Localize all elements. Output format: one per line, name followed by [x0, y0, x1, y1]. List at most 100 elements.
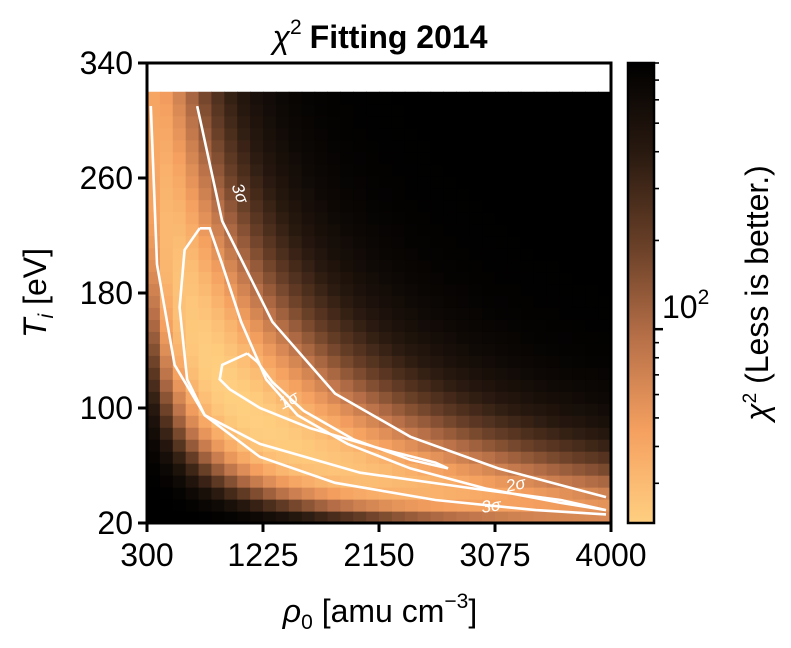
- heatmap-cell: [507, 247, 522, 261]
- heatmap-cell: [172, 175, 187, 189]
- heatmap-cell: [417, 211, 432, 225]
- heatmap-cell: [327, 127, 341, 141]
- heatmap-cell: [147, 415, 161, 428]
- heatmap-cell: [379, 355, 393, 368]
- heatmap-cell: [288, 511, 303, 524]
- heatmap-cell: [172, 199, 187, 213]
- heatmap-cell: [572, 235, 586, 249]
- heatmap-cell: [301, 271, 316, 285]
- heatmap-cell: [456, 259, 470, 273]
- heatmap-cell: [288, 103, 303, 117]
- heatmap-cell: [546, 403, 561, 416]
- heatmap-cell: [159, 259, 174, 273]
- heatmap-cell: [533, 235, 548, 249]
- heatmap-cell: [482, 319, 496, 332]
- heatmap-cell: [224, 331, 238, 344]
- heatmap-cell: [585, 331, 599, 344]
- heatmap-cell: [211, 499, 225, 512]
- heatmap-cell: [353, 91, 367, 105]
- heatmap-cell: [314, 391, 329, 404]
- heatmap-cell: [198, 343, 213, 356]
- heatmap-cell: [546, 367, 561, 380]
- heatmap-cell: [250, 391, 264, 404]
- heatmap-cell: [379, 223, 393, 237]
- heatmap-cell: [391, 163, 406, 177]
- heatmap-cell: [379, 319, 393, 332]
- heatmap-cell: [224, 367, 238, 380]
- heatmap-cell: [559, 211, 573, 225]
- contour-label: 2σ: [503, 473, 528, 496]
- heatmap-cell: [263, 463, 277, 476]
- heatmap-cell: [224, 163, 238, 177]
- heatmap-cell: [211, 451, 225, 464]
- heatmap-cell: [598, 271, 612, 285]
- heatmap-cell: [327, 115, 341, 129]
- heatmap-cell: [507, 223, 522, 237]
- heatmap-cell: [288, 187, 303, 201]
- heatmap-cell: [404, 259, 419, 273]
- heatmap-cell: [572, 415, 586, 428]
- heatmap-cell: [159, 463, 174, 476]
- heatmap-cell: [430, 139, 445, 153]
- heatmap-cell: [198, 163, 213, 177]
- heatmap-cell: [185, 355, 200, 368]
- heatmap-cell: [559, 295, 573, 308]
- heatmap-cell: [288, 175, 303, 189]
- contour-line: [218, 352, 449, 470]
- heatmap-cell: [572, 91, 586, 105]
- heatmap-cell: [366, 295, 380, 308]
- heatmap-cell: [224, 415, 238, 428]
- heatmap-cell: [250, 511, 264, 524]
- heatmap-cell: [237, 415, 251, 428]
- heatmap-cell: [404, 151, 419, 165]
- heatmap-cell: [546, 355, 561, 368]
- heatmap-cell: [159, 211, 174, 225]
- heatmap-cell: [224, 391, 238, 404]
- heatmap-cell: [495, 451, 509, 464]
- heatmap-cell: [159, 415, 174, 428]
- heatmap-cell: [391, 367, 406, 380]
- heatmap-cell: [443, 511, 457, 524]
- heatmap-cell: [198, 91, 213, 105]
- heatmap-cell: [546, 91, 561, 105]
- heatmap-cell: [198, 247, 213, 261]
- x-tick-label: 300: [120, 537, 173, 573]
- heatmap-cell: [327, 511, 341, 524]
- heatmap-cell: [263, 283, 277, 296]
- heatmap-cell: [224, 463, 238, 476]
- heatmap-cell: [327, 487, 341, 500]
- heatmap-cell: [147, 307, 161, 320]
- heatmap-cell: [327, 415, 341, 428]
- heatmap-cell: [456, 439, 470, 452]
- heatmap-cell: [379, 187, 393, 201]
- heatmap-cell: [391, 355, 406, 368]
- heatmap-cell: [482, 343, 496, 356]
- heatmap-cell: [546, 343, 561, 356]
- heatmap-cell: [340, 127, 354, 141]
- heatmap-cell: [559, 271, 573, 285]
- heatmap-cell: [559, 343, 573, 356]
- heatmap-cell: [159, 175, 174, 189]
- heatmap-cell: [495, 343, 509, 356]
- heatmap-cell: [430, 451, 445, 464]
- heatmap-cell: [340, 487, 354, 500]
- heatmap-cell: [391, 259, 406, 273]
- heatmap-cell: [314, 139, 329, 153]
- heatmap-cell: [585, 235, 599, 249]
- heatmap-cell: [482, 439, 496, 452]
- heatmap-cell: [250, 259, 264, 273]
- heatmap-cell: [275, 295, 290, 308]
- heatmap-cell: [224, 199, 238, 213]
- heatmap-cell: [585, 343, 599, 356]
- heatmap-cell: [250, 319, 264, 332]
- heatmap-cell: [314, 247, 329, 261]
- heatmap-cell: [404, 175, 419, 189]
- heatmap-cell: [443, 91, 457, 105]
- heatmap-cell: [559, 139, 573, 153]
- x-tick-label: 2150: [343, 537, 414, 573]
- heatmap-cell: [224, 259, 238, 273]
- heatmap-cell: [546, 487, 561, 500]
- heatmap-cell: [391, 235, 406, 249]
- heatmap-cell: [366, 187, 380, 201]
- heatmap-cell: [314, 367, 329, 380]
